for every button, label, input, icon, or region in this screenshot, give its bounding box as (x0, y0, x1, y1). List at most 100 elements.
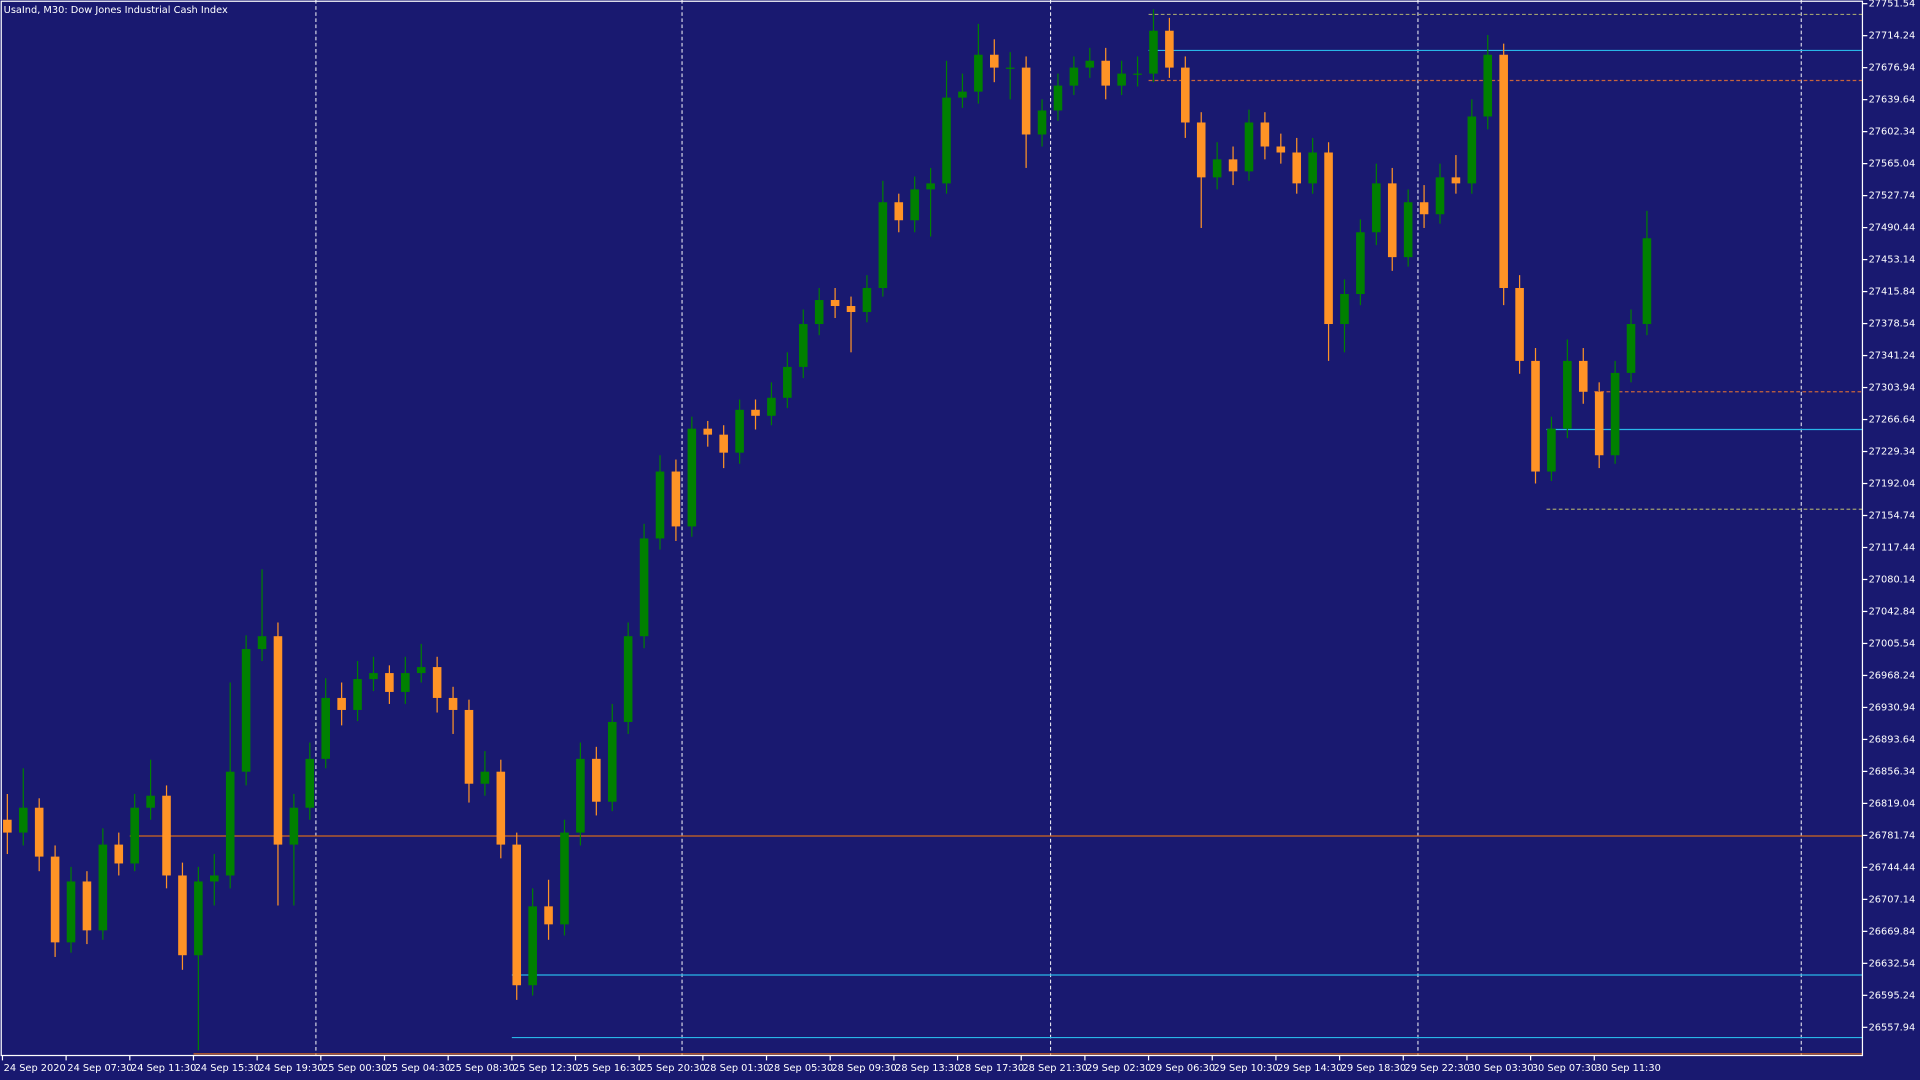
x-tick-label: 24 Sep 2020 (4, 1063, 66, 1074)
y-tick-label: 27602.34 (1869, 127, 1916, 138)
candle-body (958, 91, 967, 98)
x-tick-label: 29 Sep 14:30 (1277, 1063, 1342, 1074)
candle-body (3, 819, 12, 833)
y-tick-label: 27266.64 (1869, 415, 1916, 426)
candle-body (448, 697, 458, 710)
x-tick-label: 29 Sep 22:30 (1404, 1063, 1469, 1074)
candle-body (878, 202, 888, 289)
x-tick-label: 25 Sep 20:30 (640, 1063, 705, 1074)
candle-body (592, 758, 601, 802)
x-tick-label: 29 Sep 02:30 (1086, 1063, 1151, 1074)
candle-body (1181, 67, 1190, 123)
candle-body (369, 673, 378, 680)
candle-body (464, 709, 474, 784)
y-tick-label: 26557.94 (1869, 1022, 1916, 1033)
candle-body (146, 795, 155, 808)
candle-body (1483, 54, 1493, 117)
candle-body (1101, 60, 1110, 86)
candle-body (1117, 73, 1126, 86)
y-tick-label: 27751.54 (1869, 0, 1916, 10)
candle-body (1340, 294, 1349, 325)
candle-body (1053, 85, 1063, 111)
y-tick-label: 26893.64 (1869, 734, 1916, 745)
candle-body (1196, 122, 1206, 178)
candle-body (1037, 110, 1047, 135)
candle-body (1133, 73, 1142, 75)
x-tick-label: 25 Sep 04:30 (386, 1063, 451, 1074)
candle-body (178, 875, 187, 956)
y-tick-label: 27042.84 (1869, 606, 1916, 617)
candle-body (1292, 152, 1302, 184)
plot (3, 9, 1863, 1055)
candle-body (1610, 372, 1620, 456)
candle-body (687, 428, 697, 527)
candle-body (1578, 360, 1588, 392)
candle-body (783, 366, 792, 398)
x-tick-label: 24 Sep 07:30 (67, 1063, 132, 1074)
candle-body (353, 679, 362, 710)
candle-body (34, 807, 44, 857)
candle-body (1005, 67, 1015, 69)
candle-body (639, 538, 649, 637)
candle-body (814, 300, 824, 325)
plot-frame (0, 0, 1864, 1057)
candle-body (1594, 391, 1604, 456)
y-tick-label: 26595.24 (1869, 990, 1916, 1001)
candle-body (1021, 67, 1031, 135)
candle-body (942, 97, 951, 184)
y-tick-label: 27005.54 (1869, 638, 1916, 649)
candle-body (798, 324, 808, 367)
y-tick-label: 26632.54 (1869, 958, 1916, 969)
candle-body (401, 673, 410, 692)
candle-body (1228, 159, 1238, 172)
candle-body (1642, 238, 1652, 325)
candle-body (1435, 177, 1445, 215)
candle-body (416, 667, 426, 674)
x-tick-label: 25 Sep 00:30 (322, 1063, 387, 1074)
candle-body (130, 807, 139, 864)
x-tick-label: 29 Sep 06:30 (1150, 1063, 1215, 1074)
y-tick-label: 26781.74 (1869, 830, 1916, 841)
y-tick-label: 27080.14 (1869, 574, 1916, 585)
y-tick-label: 27229.34 (1869, 447, 1916, 458)
x-tick-label: 28 Sep 05:30 (768, 1063, 833, 1074)
candle-body (1149, 30, 1158, 74)
candle-body (623, 636, 633, 722)
candle-body (544, 906, 553, 925)
y-tick-label: 27341.24 (1869, 351, 1916, 362)
candle-body (1499, 54, 1508, 289)
y-tick-label: 27714.24 (1869, 31, 1916, 42)
y-tick-label: 27415.84 (1869, 287, 1916, 298)
candle-body (82, 881, 92, 931)
candle-body (830, 300, 840, 307)
x-tick-label: 25 Sep 08:30 (449, 1063, 514, 1074)
candle-body (735, 409, 744, 453)
candle-body (1244, 122, 1254, 172)
x-tick-label: 25 Sep 16:30 (577, 1063, 642, 1074)
candle-body (560, 832, 569, 925)
candle-body (66, 881, 76, 943)
candle-body (1419, 202, 1429, 215)
candle-body (1531, 360, 1540, 472)
candle-body (1324, 152, 1333, 325)
y-tick-label: 27117.44 (1869, 542, 1916, 553)
candle-body (18, 807, 28, 833)
x-tick-label: 24 Sep 11:30 (131, 1063, 196, 1074)
candle-body (1356, 232, 1365, 295)
candle-body (1403, 202, 1413, 258)
candle-body (862, 288, 872, 313)
separators (315, 0, 1802, 1056)
y-tick-label: 27453.14 (1869, 255, 1916, 266)
candle-body (1308, 152, 1317, 184)
candle-body (512, 844, 522, 986)
y-tick-label: 27676.94 (1869, 63, 1916, 74)
candle-body (1467, 116, 1477, 184)
candle-body (576, 758, 585, 833)
y-tick-label: 27527.74 (1869, 191, 1916, 202)
candle-body (974, 54, 983, 92)
candle-body (703, 428, 713, 435)
y-tick-label: 27378.54 (1869, 319, 1916, 330)
